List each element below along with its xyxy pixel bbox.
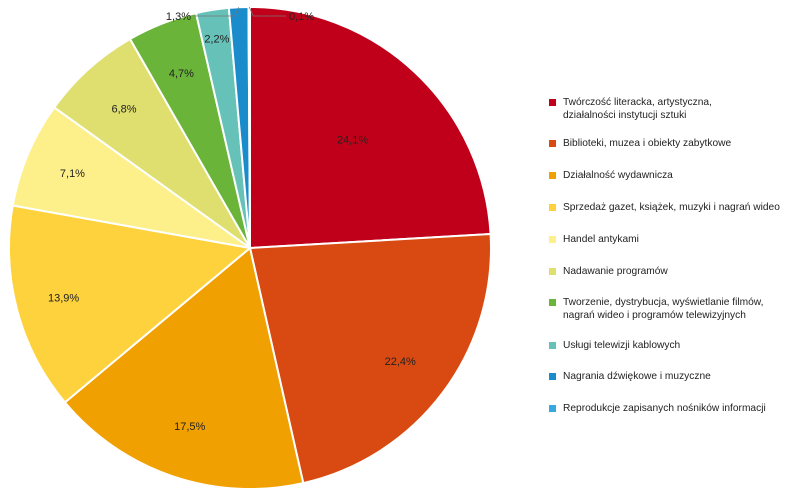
pie-slices <box>8 5 492 490</box>
legend-item: Nagrania dźwiękowe i muzyczne <box>549 370 711 383</box>
legend-label: Tworzenie, dystrybucja, wyświetlanie fil… <box>563 297 764 321</box>
legend-label: Nagrania dźwiękowe i muzyczne <box>563 371 711 382</box>
legend-item: Handel antykami <box>549 233 639 246</box>
legend-label: Biblioteki, muzea i obiekty zabytkowe <box>563 138 732 149</box>
pie-slice <box>63 246 305 490</box>
legend-item: Sprzedaż gazet, książek, muzyki i nagrań… <box>549 201 780 214</box>
slice-value-label: 13,9% <box>48 292 79 304</box>
slice-value-label: 24,1% <box>337 134 368 146</box>
legend-swatch <box>549 405 556 412</box>
slice-value-label: 7,1% <box>60 168 85 180</box>
legend-label: Sprzedaż gazet, książek, muzyki i nagrań… <box>563 202 780 213</box>
legend-label: Handel antykami <box>563 234 639 245</box>
slice-value-label: 17,5% <box>174 421 205 433</box>
legend-swatch <box>549 342 556 349</box>
legend-item: Tworzenie, dystrybucja, wyświetlanie fil… <box>549 296 763 322</box>
legend-item: Twórczość literacka, artystyczna, działa… <box>549 96 712 122</box>
slice-value-label: 4,7% <box>169 68 194 80</box>
pie-slice <box>249 5 492 250</box>
slice-value-label: 2,2% <box>204 34 229 46</box>
slice-value-label: 6,8% <box>111 103 136 115</box>
legend-label: Działalność wydawnicza <box>563 170 673 181</box>
legend-swatch <box>549 236 556 243</box>
legend-swatch <box>549 299 556 306</box>
legend: Twórczość literacka, artystyczna, działa… <box>549 0 786 501</box>
legend-swatch <box>549 99 556 106</box>
slice-value-label: 22,4% <box>385 356 416 368</box>
pie-slice <box>8 204 253 404</box>
pie-slice <box>248 232 492 485</box>
slice-value-label: 0,1% <box>289 11 314 23</box>
pie-slice <box>247 5 251 249</box>
pie-chart: 24,1% 22,4% 17,5% 13,9% 7,1% 6,8% 4,7% 2,2% 1,3%… <box>8 5 492 490</box>
legend-label: Twórczość literacka, artystyczna, działa… <box>563 97 712 121</box>
leader-line <box>248 6 286 17</box>
legend-item: Nadawanie programów <box>549 265 668 278</box>
leader-line <box>194 7 240 17</box>
slice-value-label: 1,3% <box>166 11 191 23</box>
legend-item: Biblioteki, muzea i obiekty zabytkowe <box>549 137 731 150</box>
legend-label: Nadawanie programów <box>563 266 668 277</box>
pie-slice <box>11 105 251 249</box>
legend-item: Usługi telewizji kablowych <box>549 339 680 352</box>
legend-swatch <box>549 140 556 147</box>
legend-swatch <box>549 268 556 275</box>
legend-item: Reprodukcje zapisanych nośników informac… <box>549 402 766 415</box>
legend-swatch <box>549 204 556 211</box>
legend-label: Usługi telewizji kablowych <box>563 340 681 351</box>
slice-labels: 24,1% 22,4% 17,5% 13,9% 7,1% 6,8% 4,7% 2,2% 1,3%… <box>48 6 416 433</box>
legend-swatch <box>549 373 556 380</box>
legend-swatch <box>549 172 556 179</box>
legend-item: Działalność wydawnicza <box>549 169 673 182</box>
legend-label: Reprodukcje zapisanych nośników informac… <box>563 403 766 414</box>
